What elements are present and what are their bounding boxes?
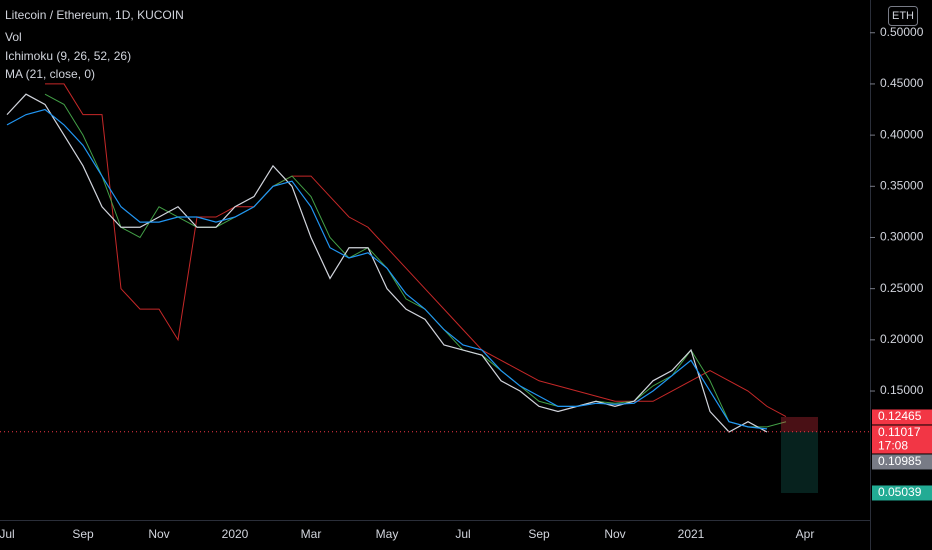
- y-tick-label: 0.15000: [880, 383, 924, 397]
- x-tick-label: Sep: [72, 527, 94, 541]
- price-label: 0.05039: [878, 485, 922, 499]
- x-tick-label: Mar: [301, 527, 322, 541]
- x-tick-label: Jul: [0, 527, 15, 541]
- x-tick-label: May: [376, 527, 399, 541]
- price-label: 0.12465: [878, 409, 922, 423]
- x-tick-label: Jul: [455, 527, 470, 541]
- currency-button[interactable]: [888, 6, 918, 26]
- y-tick-label: 0.40000: [880, 127, 924, 141]
- price-label-box: [872, 454, 932, 470]
- x-tick-label: 2020: [222, 527, 249, 541]
- y-tick-label: 0.45000: [880, 76, 924, 90]
- position-loss-zone: [781, 416, 818, 432]
- x-tick-label: Apr: [796, 527, 815, 541]
- y-tick-label: 0.35000: [880, 178, 924, 192]
- y-tick-label: 0.30000: [880, 230, 924, 244]
- volume-legend[interactable]: Vol: [5, 30, 22, 44]
- x-tick-label: Nov: [604, 527, 625, 541]
- x-tick-label: 2021: [678, 527, 705, 541]
- price-countdown: 17:08: [878, 439, 908, 453]
- price-line: [6, 93, 768, 433]
- price-label: 0.10985: [878, 454, 922, 468]
- price-label-box: [872, 425, 932, 454]
- y-tick-label: 0.20000: [880, 332, 924, 346]
- x-tick-label: Sep: [528, 527, 550, 541]
- chart-title: Litecoin / Ethereum, 1D, KUCOIN: [5, 8, 184, 22]
- position-profit-zone: [781, 431, 818, 493]
- currency-label[interactable]: ETH: [892, 10, 914, 22]
- y-tick-label: 0.50000: [880, 25, 924, 39]
- y-tick-label: 0.25000: [880, 281, 924, 295]
- ichimoku-legend[interactable]: Ichimoku (9, 26, 52, 26): [5, 49, 131, 63]
- ma-line: [6, 108, 768, 430]
- ichimoku-span-b: [45, 83, 787, 418]
- x-tick-label: Nov: [148, 527, 169, 541]
- ma-legend[interactable]: MA (21, close, 0): [5, 67, 95, 81]
- price-label-box: [872, 409, 932, 425]
- price-label-box: [872, 485, 932, 501]
- price-label: 0.11017: [878, 425, 921, 439]
